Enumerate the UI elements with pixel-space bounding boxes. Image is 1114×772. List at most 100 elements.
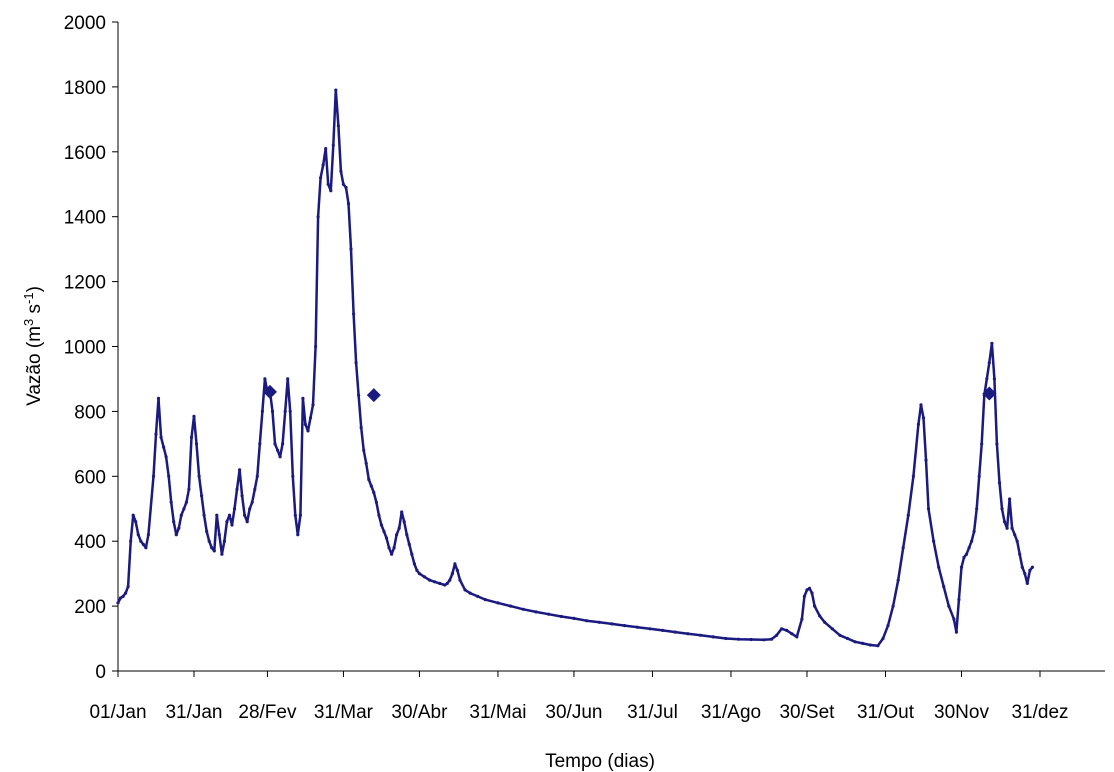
- data-point: [785, 628, 789, 633]
- x-tick-label: 31/Mar: [314, 702, 374, 723]
- data-point: [374, 500, 378, 504]
- data-point: [970, 539, 974, 543]
- data-point: [364, 461, 368, 465]
- data-point: [339, 169, 343, 173]
- data-point: [260, 409, 264, 413]
- y-tick-label: 1800: [64, 78, 106, 99]
- y-tick-label: 1400: [64, 208, 106, 229]
- data-point: [240, 494, 244, 498]
- data-point: [1002, 520, 1007, 524]
- data-point: [443, 583, 447, 587]
- y-tick-label: 200: [74, 597, 106, 618]
- data-point: [661, 628, 665, 633]
- data-point: [942, 585, 946, 589]
- data-point: [405, 533, 409, 537]
- data-point: [205, 529, 209, 534]
- y-tick-label: 0: [95, 662, 106, 683]
- data-point: [463, 588, 467, 592]
- data-point: [775, 633, 779, 637]
- data-point: [225, 520, 229, 524]
- data-point: [144, 546, 148, 550]
- data-point: [438, 581, 442, 586]
- data-point: [270, 409, 275, 413]
- data-point: [136, 533, 140, 537]
- data-point: [901, 546, 905, 550]
- data-point: [635, 625, 639, 629]
- data-point: [932, 539, 936, 543]
- data-point: [263, 377, 267, 381]
- data-point: [306, 429, 310, 433]
- data-point: [253, 487, 257, 491]
- data-point: [390, 552, 394, 556]
- data-point: [975, 507, 979, 511]
- data-point: [417, 572, 421, 576]
- data-point: [980, 442, 984, 446]
- data-point: [121, 594, 125, 599]
- data-point: [308, 416, 313, 420]
- data-point: [769, 637, 774, 641]
- data-point: [387, 546, 391, 550]
- data-point: [433, 580, 437, 584]
- data-point: [810, 591, 814, 595]
- data-point: [384, 536, 389, 540]
- data-point: [402, 520, 406, 524]
- data-point: [585, 619, 589, 623]
- data-point: [1023, 572, 1027, 576]
- data-point: [283, 409, 287, 413]
- data-point: [124, 591, 128, 595]
- data-point: [762, 638, 766, 642]
- data-point: [947, 604, 951, 608]
- data-point: [303, 422, 307, 426]
- y-axis-title-sup-2: -1: [21, 292, 36, 304]
- data-point: [397, 526, 401, 530]
- data-point: [1028, 568, 1032, 573]
- data-point: [126, 585, 130, 589]
- data-point: [919, 403, 923, 407]
- data-point: [952, 617, 956, 621]
- data-point: [795, 635, 799, 639]
- data-point: [957, 598, 961, 602]
- data-point: [179, 513, 183, 517]
- data-point: [802, 594, 807, 599]
- data-point: [116, 601, 120, 605]
- data-point: [189, 435, 194, 439]
- data-point: [891, 604, 895, 608]
- x-tick-label: 31/dez: [1011, 702, 1068, 723]
- data-point: [212, 549, 216, 553]
- data-point: [162, 445, 166, 449]
- data-point: [298, 513, 302, 517]
- data-point: [174, 533, 178, 537]
- data-point: [805, 588, 809, 592]
- data-point: [276, 448, 280, 452]
- data-point: [1013, 533, 1017, 537]
- data-point: [210, 546, 214, 550]
- x-tick-label: 30/Abr: [391, 702, 448, 723]
- data-point: [352, 312, 356, 316]
- data-point: [458, 578, 462, 582]
- data-point: [293, 513, 297, 517]
- data-point: [468, 591, 472, 595]
- data-point: [392, 546, 396, 550]
- data-point: [823, 620, 827, 624]
- data-point: [807, 586, 812, 590]
- x-axis-title: Tempo (dias): [545, 751, 655, 772]
- data-point: [200, 494, 204, 498]
- data-point: [379, 523, 383, 527]
- data-point: [483, 598, 487, 602]
- data-point: [314, 344, 318, 349]
- data-point: [141, 542, 145, 547]
- data-point: [1030, 565, 1034, 569]
- data-point: [838, 633, 842, 637]
- x-tick-label: 31/Jul: [627, 702, 678, 723]
- data-point: [301, 396, 305, 400]
- data-point: [445, 581, 449, 586]
- diamond-marker: [982, 386, 997, 401]
- data-point: [686, 632, 690, 636]
- data-point: [359, 426, 363, 430]
- data-point: [151, 474, 156, 478]
- data-point: [296, 533, 300, 537]
- data-point: [476, 594, 480, 599]
- data-point: [377, 513, 381, 517]
- data-point: [954, 630, 959, 634]
